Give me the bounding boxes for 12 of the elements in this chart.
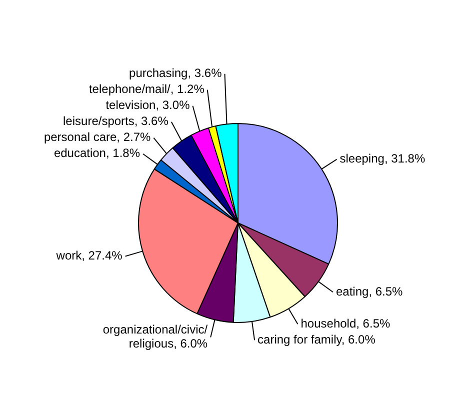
slice-label: eating, 6.5% bbox=[336, 284, 404, 298]
slice-label: caring for family, 6.0% bbox=[258, 332, 376, 346]
slice-label: organizational/civic/religious, 6.0% bbox=[102, 322, 208, 351]
slice-label: education, 1.8% bbox=[54, 146, 140, 160]
slice-label: telephone/mail/, 1.2% bbox=[88, 82, 205, 96]
slice-label: personal care, 2.7% bbox=[44, 130, 152, 144]
slice-label: purchasing, 3.6% bbox=[129, 66, 222, 80]
slice-label: television, 3.0% bbox=[106, 98, 190, 112]
slice-label: work, 27.4% bbox=[55, 248, 123, 263]
slice-label: household, 6.5% bbox=[300, 316, 390, 330]
slice-label: leisure/sports, 3.6% bbox=[63, 114, 169, 128]
slice-label: sleeping, 31.8% bbox=[340, 152, 426, 166]
